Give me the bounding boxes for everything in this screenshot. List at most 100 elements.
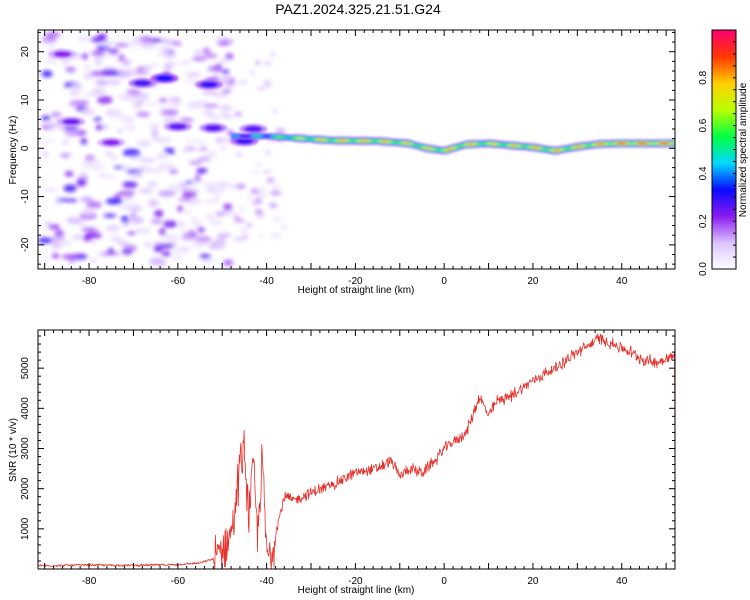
spectrogram-ridge-cell: [486, 142, 490, 145]
spectrogram-noise-cell: [255, 213, 266, 219]
spectrogram-noise-cell: [205, 151, 217, 158]
colorbar-cell: [712, 185, 736, 188]
spectrogram-noise-cell: [110, 235, 123, 242]
spectrogram-ridge-cell: [249, 135, 253, 137]
spectrogram-ridge-cell: [625, 142, 629, 145]
colorbar-cell: [712, 237, 736, 240]
colorbar-cell: [712, 155, 736, 159]
spectrogram-noise-cell: [76, 179, 87, 187]
colorbar-cell: [712, 163, 736, 167]
snr-y-tick-label: 4000: [20, 397, 31, 420]
spectrogram-noise-cell: [68, 100, 86, 107]
spectrogram-noise-cell: [41, 187, 58, 193]
snr-x-tick-label: 0: [441, 576, 447, 587]
spectrogram-ridge-cell: [587, 144, 591, 146]
figure-title: PAZ1.2024.325.21.51.G24: [275, 1, 441, 17]
colorbar-cell: [712, 73, 736, 77]
colorbar-cell: [712, 213, 736, 216]
spectrogram-y-tick-label: -20: [20, 237, 31, 252]
colorbar-cell: [712, 245, 736, 248]
spectrogram-ridge-cell: [577, 146, 581, 148]
spectrogram-noise-cell: [191, 243, 209, 248]
spectrogram-noise-cell: [174, 41, 182, 47]
spectrogram-noise-cell: [122, 181, 138, 189]
spectrogram-noise-cell: [54, 229, 64, 237]
colorbar-cell: [712, 141, 736, 145]
colorbar-cell: [712, 243, 736, 246]
colorbar-cell: [712, 257, 736, 260]
spectrogram-noise-cell: [97, 96, 113, 104]
colorbar-cell: [712, 77, 736, 81]
spectrogram-noise-cell: [51, 246, 59, 252]
spectrogram-noise-cell: [222, 203, 233, 211]
spectrogram-noise-cell: [56, 240, 73, 246]
spectrogram-noise-cell: [121, 116, 135, 123]
spectrogram-noise-cell: [181, 191, 197, 199]
spectrogram-noise-cell: [124, 204, 142, 209]
colorbar-cell: [712, 121, 736, 125]
spectrogram-ridge-cell: [540, 148, 543, 150]
spectrogram-noise-cell: [275, 127, 286, 134]
spectrogram-ridge-cell: [518, 145, 522, 147]
spectrogram-noise-cell: [213, 92, 229, 98]
spectrogram-ridge-cell: [550, 149, 554, 151]
spectrogram-blob: [133, 79, 152, 87]
colorbar-cell: [712, 149, 736, 153]
spectrogram-noise-cell: [158, 98, 168, 103]
colorbar-cell: [712, 203, 736, 206]
spectrogram-noise-cell: [188, 160, 203, 166]
colorbar-cell: [712, 151, 736, 155]
spectrogram-ridge-cell: [350, 140, 354, 142]
spectrogram-noise-cell: [124, 124, 137, 132]
spectrogram-noise-cell: [41, 70, 53, 78]
colorbar-cell: [712, 207, 736, 210]
colorbar-cell: [712, 51, 736, 55]
spectrogram-blob: [168, 123, 187, 130]
colorbar-cell: [712, 197, 736, 200]
colorbar-cell: [712, 113, 736, 117]
spectrogram-ridge-cell: [603, 143, 607, 145]
spectrogram-noise-cell: [222, 138, 234, 143]
spectrogram-noise-cell: [84, 232, 102, 239]
spectrogram-ridge-cell: [348, 140, 352, 142]
colorbar-cell: [712, 37, 736, 41]
spectrogram-ridge-cell: [553, 150, 557, 152]
colorbar-tick-label: 0.0: [698, 262, 709, 276]
spectrogram-noise-cell: [194, 235, 212, 243]
spectrogram-noise-cell: [235, 152, 244, 157]
colorbar-cell: [712, 119, 736, 123]
spectrogram-noise-cell: [254, 208, 263, 215]
spectrogram-noise-cell: [150, 124, 160, 129]
snr-y-tick-label: 1000: [20, 517, 31, 540]
spectrogram-noise-cell: [190, 216, 200, 225]
spectrogram-ridge-cell: [273, 136, 277, 138]
spectrogram-noise-cell: [205, 213, 215, 222]
spectrogram-ridge-cell: [425, 147, 429, 149]
colorbar-cell: [712, 83, 736, 87]
colorbar-cell: [712, 261, 736, 264]
colorbar-cell: [712, 181, 736, 184]
spectrogram-blob: [204, 124, 223, 132]
colorbar-tick-label: 0.8: [698, 70, 709, 84]
spectrogram-ridge-cell: [289, 137, 293, 139]
spectrogram-noise-cell: [89, 240, 97, 246]
colorbar-cell: [712, 85, 736, 89]
colorbar-cell: [712, 231, 736, 234]
spectrogram-ridge-cell: [548, 149, 551, 151]
spectrogram-noise-cell: [197, 226, 205, 233]
spectrogram-noise-cell: [178, 220, 186, 228]
spectrogram-ridge-cell: [329, 139, 333, 142]
colorbar-gradient: [712, 30, 736, 270]
spectrogram-ridge-cell: [580, 145, 583, 147]
spectrogram-x-tick-label: -20: [348, 276, 363, 287]
spectrogram-noise-cell: [95, 124, 104, 131]
spectrogram-noise-cell: [163, 52, 176, 60]
colorbar-cell: [712, 235, 736, 238]
colorbar-cell: [712, 189, 736, 192]
spectrogram-noise-cell: [199, 253, 211, 259]
spectrogram-ridge-cell: [513, 145, 517, 147]
spectrogram-noise-cell: [136, 111, 151, 117]
spectrogram-noise-cell: [171, 256, 184, 261]
colorbar-tick-label: 0.4: [698, 166, 709, 180]
